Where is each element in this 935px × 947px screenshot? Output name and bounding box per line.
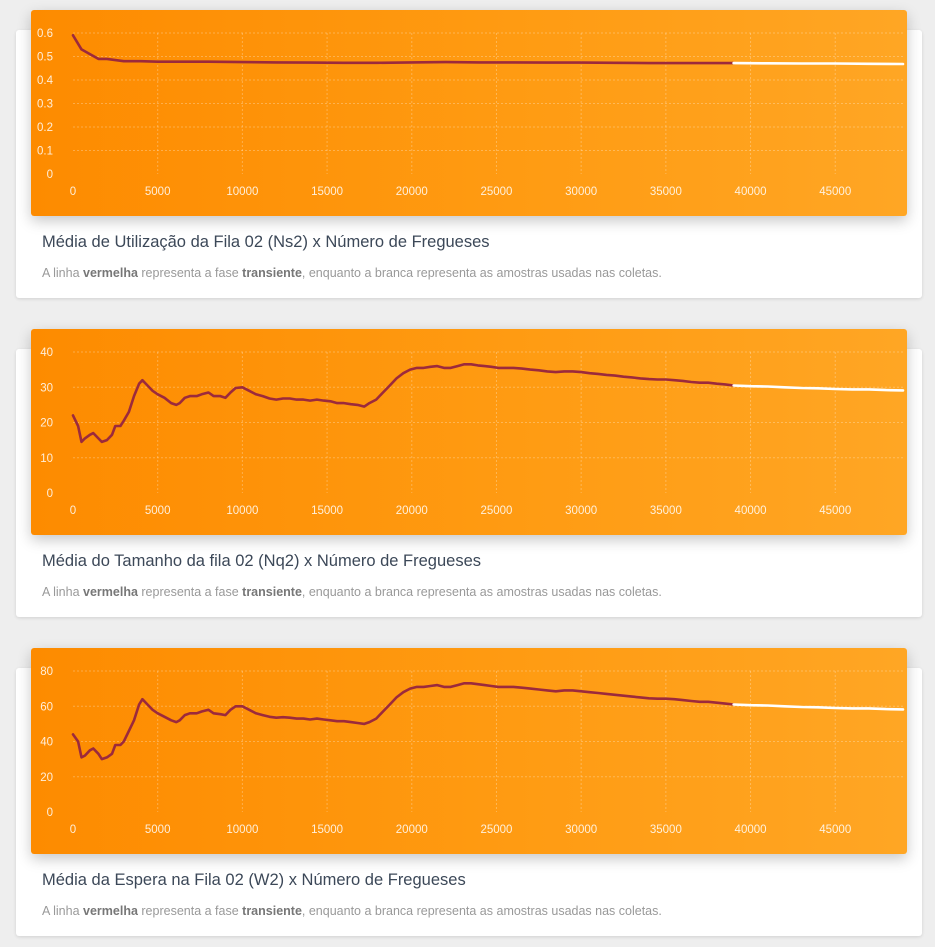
- x-tick-label: 10000: [226, 505, 258, 517]
- y-tick-label: 60: [40, 701, 53, 713]
- caption-text-after: , enquanto a branca representa as amostr…: [301, 904, 662, 918]
- x-tick-label: 40000: [735, 824, 767, 836]
- series-line-transient: [71, 363, 735, 444]
- caption-transient-word: transiente: [242, 266, 302, 280]
- chart-ns2-svg: 0 0.1 0.2 0.3 0.4 0.5 0.6 0 5000 10000 15000 20000 2…: [37, 28, 905, 198]
- caption-text-middle: representa a fase: [137, 266, 243, 280]
- series-line-transient: [71, 682, 735, 761]
- chart-caption-nq2: A linha vermelha representa a fase trans…: [42, 585, 662, 599]
- x-tick-label: 35000: [650, 186, 682, 198]
- axis-ticks: 0 10 20 30 40 0 5000 10000 15000 20000 25000 30000 3…: [40, 347, 851, 517]
- y-tick-label: 40: [40, 737, 53, 749]
- y-tick-label: 20: [40, 772, 53, 784]
- x-tick-label: 30000: [565, 186, 597, 198]
- series-line-samples: [732, 703, 905, 711]
- x-tick-label: 15000: [311, 824, 343, 836]
- x-tick-label: 25000: [480, 505, 512, 517]
- x-tick-label: 10000: [226, 824, 258, 836]
- x-tick-label: 15000: [311, 505, 343, 517]
- x-tick-label: 0: [70, 186, 76, 198]
- x-tick-label: 5000: [145, 186, 171, 198]
- caption-text-before: A linha: [42, 904, 84, 918]
- chart-header-nq2: 0 10 20 30 40 0 5000 10000 15000 20000 25000 30000 3…: [31, 329, 907, 535]
- y-tick-label: 0.6: [37, 28, 53, 40]
- y-tick-label: 0.4: [37, 75, 54, 87]
- x-tick-label: 25000: [480, 824, 512, 836]
- chart-w2-svg: 0 20 40 60 80 0 5000 10000 15000 20000 25000 30000 3…: [40, 666, 905, 836]
- caption-text-after: , enquanto a branca representa as amostr…: [301, 266, 662, 280]
- chart-nq2-svg: 0 10 20 30 40 0 5000 10000 15000 20000 25000 30000 3…: [40, 347, 905, 517]
- x-tick-label: 0: [70, 505, 76, 517]
- caption-text-before: A linha: [42, 266, 84, 280]
- y-tick-label: 0.2: [37, 122, 53, 134]
- y-tick-label: 0: [47, 488, 53, 500]
- grid-lines: [73, 670, 903, 812]
- x-tick-label: 20000: [396, 505, 428, 517]
- chart-title-nq2: Média do Tamanho da fila 02 (Nq2) x Núme…: [42, 552, 482, 570]
- x-tick-label: 40000: [735, 186, 767, 198]
- caption-text-middle: representa a fase: [137, 585, 243, 599]
- y-tick-label: 0.5: [37, 52, 53, 64]
- caption-text-middle: representa a fase: [137, 904, 243, 918]
- caption-transient-word: transiente: [242, 904, 302, 918]
- caption-text-after: , enquanto a branca representa as amostr…: [301, 585, 662, 599]
- x-tick-label: 5000: [145, 824, 171, 836]
- y-tick-label: 40: [40, 347, 53, 359]
- x-tick-label: 45000: [819, 505, 851, 517]
- y-tick-label: 0: [47, 807, 53, 819]
- y-tick-label: 0.1: [37, 146, 53, 158]
- chart-header-w2: 0 20 40 60 80 0 5000 10000 15000 20000 25000 30000 3…: [31, 648, 907, 854]
- chart-title-ns2: Média de Utilização da Fila 02 (Ns2) x N…: [42, 233, 490, 251]
- axis-ticks: 0 20 40 60 80 0 5000 10000 15000 20000 25000 30000 3…: [40, 666, 851, 836]
- y-tick-label: 0: [47, 169, 53, 181]
- x-tick-label: 35000: [650, 824, 682, 836]
- x-tick-label: 35000: [650, 505, 682, 517]
- y-tick-label: 30: [40, 382, 53, 394]
- caption-red-word: vermelha: [83, 266, 138, 280]
- caption-red-word: vermelha: [83, 585, 138, 599]
- caption-transient-word: transiente: [242, 585, 302, 599]
- x-tick-label: 40000: [735, 505, 767, 517]
- caption-text-before: A linha: [42, 585, 84, 599]
- x-tick-label: 20000: [396, 186, 428, 198]
- chart-header-ns2: 0 0.1 0.2 0.3 0.4 0.5 0.6 0 5000 10000 15000 20000 2…: [31, 10, 907, 216]
- grid-lines: [73, 351, 903, 493]
- axis-ticks: 0 0.1 0.2 0.3 0.4 0.5 0.6 0 5000 10000 15000 20000 2…: [37, 28, 851, 198]
- chart-caption-w2: A linha vermelha representa a fase trans…: [42, 904, 662, 918]
- y-tick-label: 80: [40, 666, 53, 678]
- x-tick-label: 0: [70, 824, 76, 836]
- x-tick-label: 30000: [565, 505, 597, 517]
- series-line-samples: [732, 61, 905, 66]
- series-line-transient: [71, 34, 735, 65]
- series-line-samples: [732, 384, 905, 392]
- x-tick-label: 45000: [819, 186, 851, 198]
- y-tick-label: 20: [40, 418, 53, 430]
- grid-lines: [73, 32, 903, 174]
- x-tick-label: 30000: [565, 824, 597, 836]
- y-tick-label: 10: [40, 453, 53, 465]
- chart-caption-ns2: A linha vermelha representa a fase trans…: [42, 266, 662, 280]
- x-tick-label: 15000: [311, 186, 343, 198]
- x-tick-label: 20000: [396, 824, 428, 836]
- x-tick-label: 25000: [480, 186, 512, 198]
- x-tick-label: 5000: [145, 505, 171, 517]
- x-tick-label: 10000: [226, 186, 258, 198]
- y-tick-label: 0.3: [37, 99, 53, 111]
- x-tick-label: 45000: [819, 824, 851, 836]
- caption-red-word: vermelha: [83, 904, 138, 918]
- chart-title-w2: Média da Espera na Fila 02 (W2) x Número…: [42, 871, 466, 889]
